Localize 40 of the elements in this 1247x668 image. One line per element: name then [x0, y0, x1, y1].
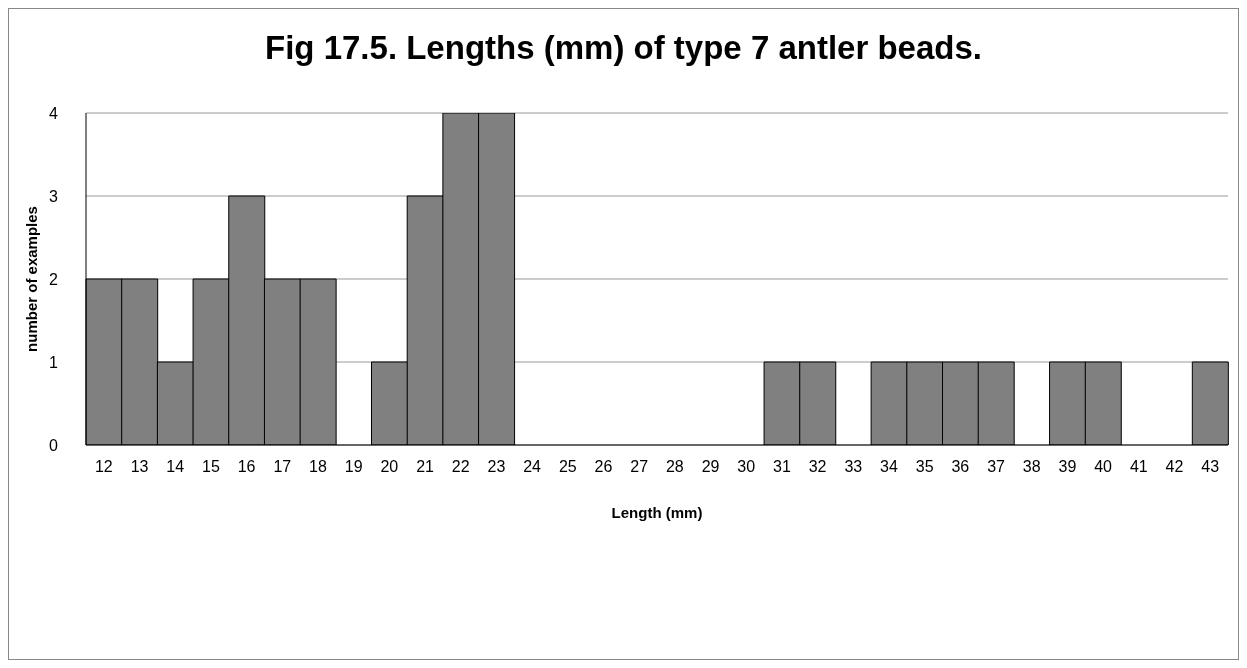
y-tick-label: 1 — [49, 353, 59, 371]
x-tick-label: 30 — [737, 458, 756, 476]
x-tick-label: 39 — [1058, 458, 1077, 476]
x-tick-label: 20 — [380, 458, 399, 476]
x-tick-label: 19 — [344, 458, 363, 476]
x-axis-title: Length (mm) — [611, 503, 703, 521]
x-tick-label: 24 — [523, 458, 542, 476]
x-tick-label: 33 — [844, 458, 863, 476]
x-tick-label: 41 — [1129, 458, 1148, 476]
x-tick-label: 13 — [130, 458, 149, 476]
x-tick-label: 26 — [594, 458, 613, 476]
x-tick-label: 17 — [273, 458, 292, 476]
x-tick-label: 29 — [701, 458, 720, 476]
x-tick-label: 23 — [487, 458, 506, 476]
x-tick-label: 36 — [951, 458, 970, 476]
y-tick-label: 4 — [49, 104, 59, 122]
x-tick-label: 27 — [630, 458, 649, 476]
x-tick-label: 38 — [1022, 458, 1041, 476]
y-tick-label: 2 — [49, 270, 59, 288]
y-axis-title: number of examples — [22, 206, 40, 352]
x-tick-label: 35 — [915, 458, 934, 476]
x-tick-label: 32 — [808, 458, 827, 476]
x-tick-label: 25 — [558, 458, 577, 476]
x-tick-label: 14 — [166, 458, 185, 476]
x-tick-label: 37 — [987, 458, 1006, 476]
x-tick-label: 16 — [237, 458, 256, 476]
x-tick-label: 12 — [94, 458, 113, 476]
x-tick-label: 40 — [1094, 458, 1113, 476]
x-tick-label: 21 — [416, 458, 435, 476]
x-tick-label: 28 — [665, 458, 684, 476]
x-tick-label: 34 — [880, 458, 898, 476]
x-tick-label: 43 — [1201, 458, 1220, 476]
x-tick-label: 15 — [202, 458, 220, 476]
x-tick-label: 42 — [1165, 458, 1184, 476]
chart-title: Fig 17.5. Lengths (mm) of type 7 antler beads. — [264, 29, 983, 67]
x-tick-label: 31 — [773, 458, 791, 476]
x-tick-label: 18 — [309, 458, 327, 476]
y-tick-label: 3 — [49, 187, 59, 205]
y-tick-label: 0 — [49, 436, 59, 454]
x-tick-label: 22 — [451, 458, 470, 476]
